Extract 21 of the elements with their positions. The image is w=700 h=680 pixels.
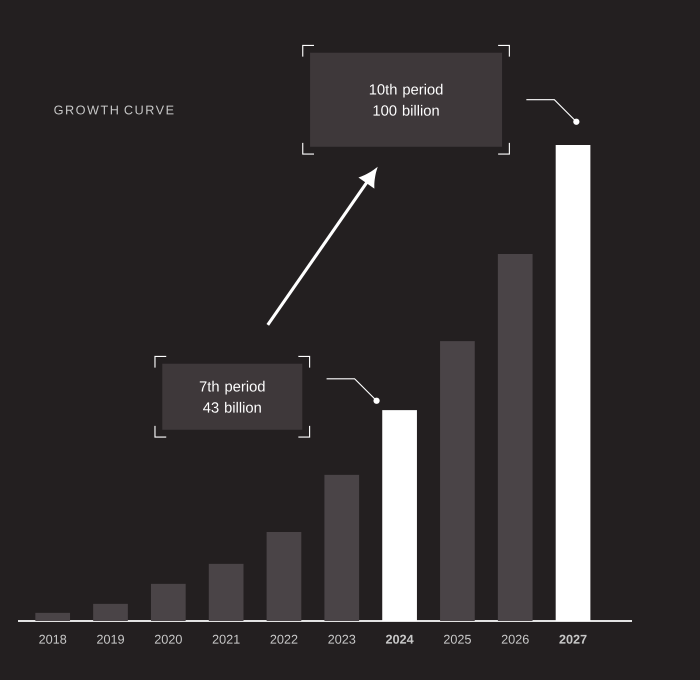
text: 10th period 100 billion: [370, 84, 442, 116]
x-tick-label: 2025: [444, 634, 471, 644]
x-tick-label: 2020: [154, 634, 182, 644]
x-tick-label: 2021: [212, 634, 240, 644]
x-tick-label: 2024: [386, 634, 414, 644]
bar: [498, 254, 533, 621]
bar: [93, 604, 128, 621]
x-tick-label: 2018: [39, 634, 66, 644]
bar: [440, 341, 475, 621]
x-tick-label: 2019: [97, 634, 124, 644]
x-tick-label: 2023: [328, 634, 356, 644]
chart-title: GROWTH CURVE: [54, 105, 174, 114]
bar: [208, 564, 244, 621]
x-tick-label: 2026: [502, 634, 529, 644]
x-tick-label: 2022: [270, 634, 298, 644]
bar: [35, 612, 70, 621]
bar: [266, 532, 302, 621]
x-tick-label: 2027: [559, 634, 587, 644]
bar: [324, 474, 360, 621]
annotation: 7th period 43 billion: [200, 380, 265, 413]
bar: [150, 584, 186, 621]
